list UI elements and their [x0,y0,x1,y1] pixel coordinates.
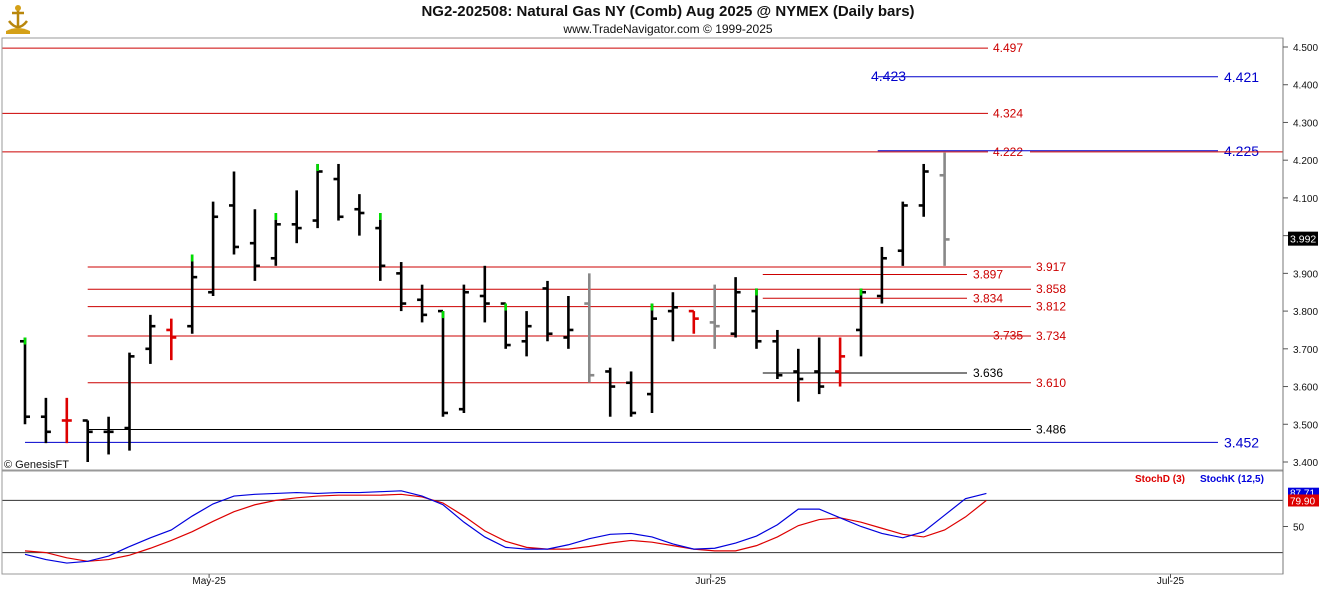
axes: 4.5004.4004.3004.2004.1004.0003.9003.800… [1,37,1319,587]
level-label-3.812: 3.812 [1036,300,1066,314]
ohlc-bar [249,209,260,281]
y-tick-label: 4.200 [1293,156,1318,167]
ohlc-bar [605,367,616,417]
ohlc-bar [333,163,344,221]
level-label-3.834: 3.834 [973,291,1003,305]
level-label-4.222: 4.222 [993,145,1023,159]
ohlc-bar [61,397,72,444]
y-tick-label: 4.500 [1293,43,1318,54]
stoch-panel-frame [1,470,1284,575]
ohlc-bar [939,152,950,266]
y-tick-label: 4.100 [1293,194,1318,205]
level-label-3.610: 3.610 [1036,376,1066,390]
stoch-legend-d: StochD (3) [1135,474,1185,485]
x-tick-label: Jun-25 [695,576,726,587]
ohlc-bar [751,288,762,349]
ohlc-bar [354,194,365,236]
ohlc-bar [187,254,198,334]
y-tick-label: 3.400 [1293,458,1318,469]
y-tick-label: 3.600 [1293,383,1318,394]
ohlc-bar [563,296,574,349]
ohlc-bar [856,288,866,357]
ohlc-bar [312,163,323,229]
ohlc-bar [375,213,386,281]
stoch-series-k [24,490,987,564]
level-label-4.324: 4.324 [993,106,1023,120]
y-tick-label: 3.700 [1293,345,1318,356]
ohlc-bar [667,292,678,342]
ohlc-bar [876,246,887,304]
ohlc-bar [835,337,846,387]
price-panel-frame [1,37,1284,471]
trade-navigator-logo-icon [6,5,30,34]
y-tick-label: 3.800 [1293,307,1318,318]
ohlc-bar [145,314,156,364]
ohlc-bar [124,352,135,451]
ohlc-bar [584,273,595,383]
ohlc-bar [208,201,219,296]
level-label-4.423: 4.423 [871,68,906,84]
level-label-4.497: 4.497 [993,41,1023,55]
level-label-4.421: 4.421 [1224,69,1259,85]
stochD-last-label: 79.90 [1290,496,1315,507]
ohlc-bar [647,303,657,413]
y-tick-label: 4.300 [1293,118,1318,129]
stochastic-panel: StochD (3) StochK (12,5) [2,474,1283,564]
x-tick-label: May-25 [192,576,226,587]
stochK-last-box [1288,487,1319,499]
level-label-3.452: 3.452 [1224,434,1259,450]
level-label-3.858: 3.858 [1036,282,1066,296]
ohlc-bar [918,163,929,217]
stoch-y-tick-label: 50 [1293,523,1305,534]
level-label-4.225: 4.225 [1224,143,1259,159]
level-label-3.917: 3.917 [1036,260,1066,274]
chart-header: NG2-202508: Natural Gas NY (Comb) Aug 20… [0,0,1336,38]
ohlc-bar [793,348,804,402]
level-label-3.734: 3.734 [1036,329,1066,343]
chart-subtitle: www.TradeNavigator.com © 1999-2025 [563,22,773,36]
last-price-box [1288,231,1318,246]
ohlc-bar [166,318,177,361]
chart-title: NG2-202508: Natural Gas NY (Comb) Aug 20… [421,3,915,20]
ohlc-bar [500,302,511,349]
stoch-series-d [24,493,987,562]
ohlc-bar [688,309,699,334]
copyright-label: © GenesisFT [4,459,69,471]
stochK-last-label: 87.71 [1290,489,1315,500]
ohlc-bar [814,337,825,395]
ohlc-bar [709,284,720,349]
y-tick-label: 3.900 [1293,269,1318,280]
ohlc-bar [417,284,428,323]
stochD-last-box [1288,494,1319,507]
level-label-3.636: 3.636 [973,366,1003,380]
ohlc-bar [229,171,239,255]
level-label-3.735: 3.735 [993,329,1023,343]
price-panel: 4.497 4.324 4.222 3.917 3.858 3.812 3.734 3.610… [2,41,1283,462]
ohlc-bar [438,309,448,417]
ohlc-bar [82,419,93,462]
ohlc-bar [20,337,30,425]
ohlc-bar [396,262,407,312]
ohlc-bar [772,329,783,379]
level-label-3.897: 3.897 [973,267,1003,281]
level-label-3.486: 3.486 [1036,423,1066,437]
ohlc-bar [291,190,302,244]
y-tick-label: 3.500 [1293,420,1318,431]
ohlc-bar [542,280,553,342]
ohlc-bar [897,201,908,266]
ohlc-bar [521,311,532,357]
ohlc-bar [458,284,469,413]
ohlc-bar [626,371,637,417]
ohlc-bar [40,397,51,444]
x-tick-label: Jul-25 [1157,576,1185,587]
ohlc-bar [103,416,114,455]
y-tick-label: 4.400 [1293,81,1318,92]
ohlc-bar [270,213,281,266]
last-price-label: 3.992 [1290,234,1316,246]
ohlc-bar [479,265,490,323]
ohlc-bar [730,277,741,338]
stoch-legend-k: StochK (12,5) [1200,474,1264,485]
